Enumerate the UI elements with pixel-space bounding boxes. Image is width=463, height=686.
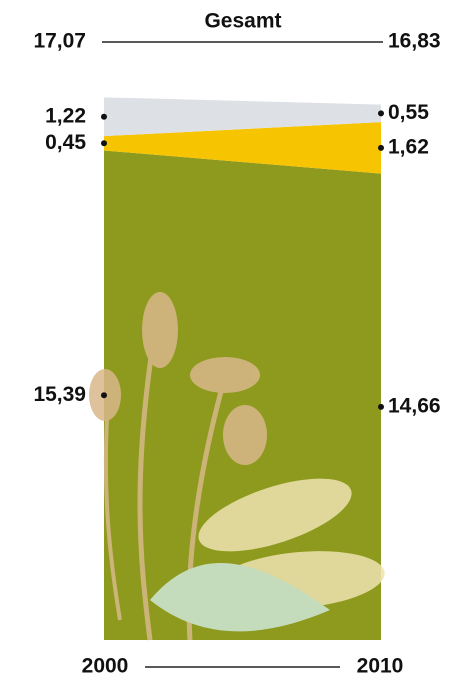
area: [104, 122, 381, 174]
label-dot: [101, 113, 107, 120]
label-dot: [378, 403, 384, 410]
value-label: 1,62: [388, 135, 429, 158]
total-label: 17,07: [33, 30, 86, 53]
labels: 15,39 14,66 0,45 1,62 1,22 0,55 17,07 16,83 2000…: [33, 30, 440, 678]
x-tick-label: 2010: [357, 655, 404, 678]
area: [104, 97, 381, 137]
plant-illustration: [89, 292, 385, 641]
label-dot: [101, 392, 107, 399]
label-dot: [378, 144, 384, 151]
total-label: 16,83: [388, 30, 441, 53]
grain-head: [142, 292, 178, 368]
stalk: [137, 299, 163, 641]
value-label: 15,39: [33, 383, 86, 406]
label-dot: [378, 110, 384, 117]
x-tick-label: 2000: [82, 655, 129, 678]
grain-head: [223, 405, 267, 465]
grain-head: [190, 357, 260, 393]
husk: [150, 562, 330, 632]
chart-title: Gesamt: [204, 10, 281, 33]
value-label: 1,22: [45, 104, 86, 127]
value-label: 14,66: [388, 394, 441, 417]
value-label: 0,45: [45, 131, 86, 154]
value-label: 0,55: [388, 101, 429, 124]
corn-cob: [198, 478, 352, 552]
label-dot: [101, 140, 107, 147]
